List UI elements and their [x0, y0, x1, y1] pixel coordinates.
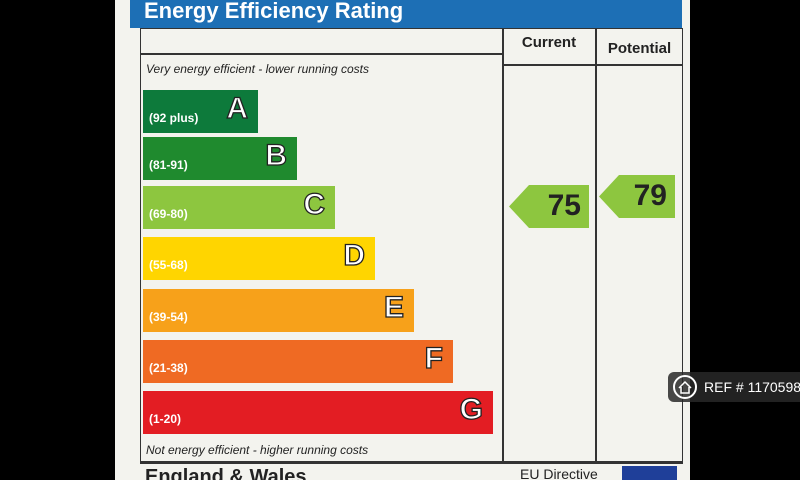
divider [503, 64, 683, 66]
band: (21-38) F [143, 340, 453, 383]
footer-directive: EU Directive [520, 466, 598, 480]
footer-region: England & Wales [145, 466, 307, 480]
band: (39-54) E [143, 289, 414, 332]
divider [502, 28, 504, 462]
bottom-note: Not energy efficient - higher running co… [146, 443, 369, 457]
band-range: (69-80) [149, 207, 188, 221]
divider [140, 462, 683, 464]
band-letter: E [383, 290, 404, 324]
band: (92 plus) A [143, 90, 258, 133]
band-range: (1-20) [149, 412, 182, 426]
reference-badge: REF # 1170598 [668, 372, 800, 402]
band-letter: F [424, 341, 444, 375]
band: (69-80) C [143, 186, 335, 229]
band: (55-68) D [143, 237, 375, 280]
divider [595, 28, 597, 462]
title: Energy Efficiency Rating [130, 0, 682, 28]
top-note: Very energy efficient - lower running co… [146, 62, 369, 76]
eu-flag [622, 466, 677, 480]
table-frame [140, 28, 683, 462]
current-rating: 75 [509, 185, 589, 228]
band-letter: B [265, 138, 288, 172]
band-range: (92 plus) [149, 111, 199, 125]
band-letter: G [459, 392, 484, 426]
band-range: (81-91) [149, 158, 188, 172]
potential-rating: 79 [599, 175, 679, 218]
band: (81-91) B [143, 137, 297, 180]
current-value: 75 [547, 189, 581, 222]
band: (1-20) G [143, 391, 493, 434]
band-letter: D [343, 238, 366, 272]
band-range: (39-54) [149, 310, 188, 324]
band-range: (21-38) [149, 361, 188, 375]
column-header: Current [521, 34, 577, 51]
column-header: Potential [607, 40, 672, 57]
divider [140, 53, 503, 55]
band-letter: C [303, 187, 326, 221]
band-range: (55-68) [149, 258, 188, 272]
band-letter: A [226, 91, 249, 125]
reference: REF # 1170598 [704, 379, 800, 395]
potential-value: 79 [633, 179, 667, 212]
